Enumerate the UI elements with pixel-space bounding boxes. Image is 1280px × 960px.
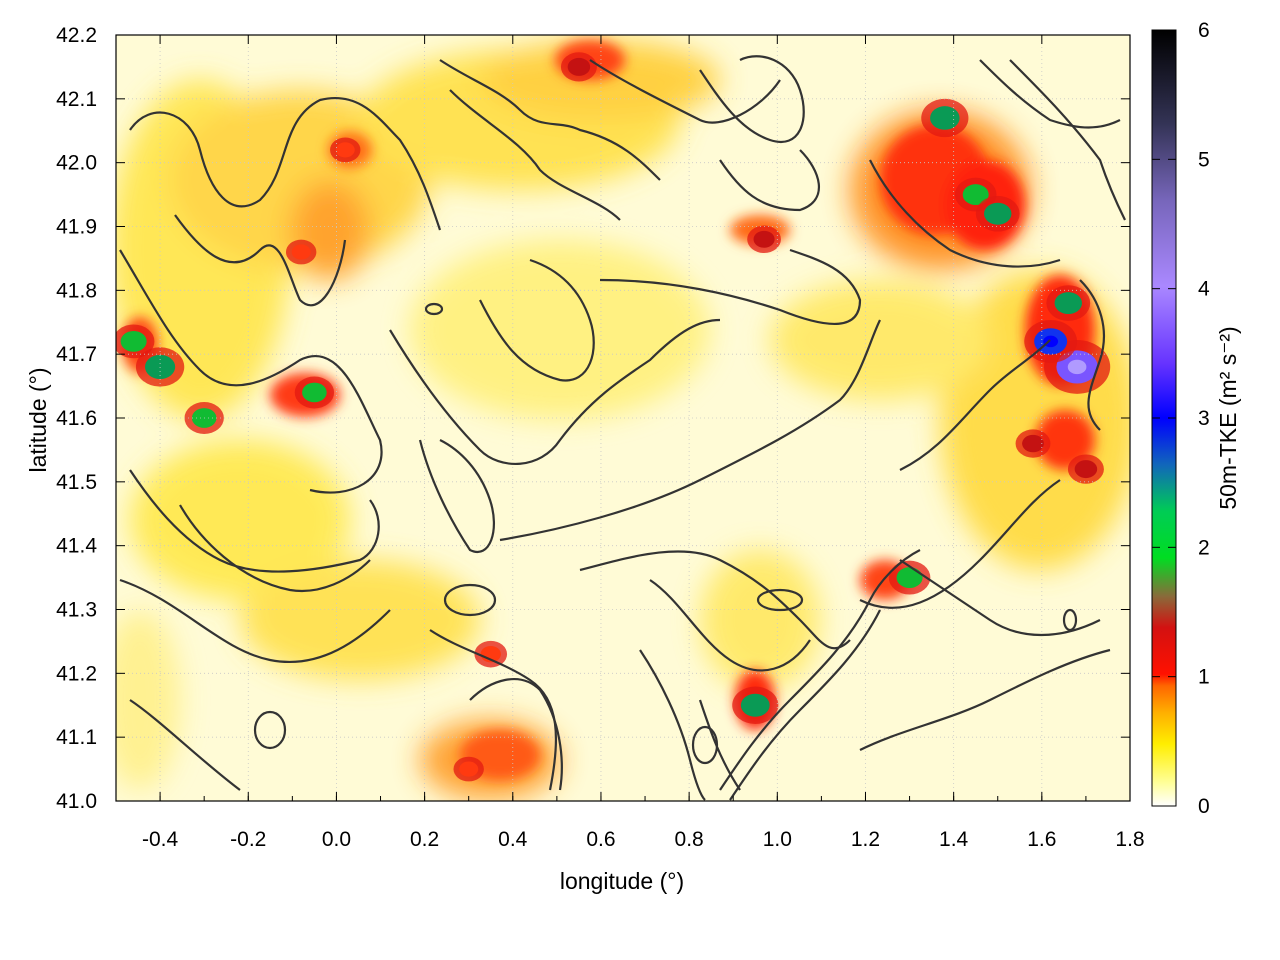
hotspot-core — [567, 57, 591, 76]
y-tick-label: 41.9 — [56, 216, 97, 239]
hotspot-core — [984, 202, 1012, 225]
colorbar-tick-label: 6 — [1198, 19, 1210, 42]
x-tick-label: -0.2 — [230, 828, 266, 851]
hotspot-core — [753, 230, 775, 248]
hotspot-core — [930, 106, 960, 130]
x-tick-label: 1.8 — [1115, 828, 1144, 851]
hotspot-core — [1074, 460, 1098, 479]
y-tick-label: 41.8 — [56, 279, 97, 302]
x-tick-label: -0.4 — [142, 828, 179, 851]
y-tick-label: 42.0 — [56, 152, 97, 175]
x-tick-label: 1.0 — [763, 828, 792, 851]
colorbar-tick-label: 0 — [1198, 795, 1210, 818]
colorbar-axis: 0 1 2 3 4 5 6 — [1152, 19, 1210, 818]
colorbar-title: 50m-TKE (m² s⁻²) — [1215, 326, 1241, 509]
y-tick-label: 41.5 — [56, 471, 97, 494]
x-tick-label: 0.4 — [498, 828, 528, 851]
y-tick-label: 41.1 — [56, 726, 97, 749]
y-tick-label: 41.2 — [56, 662, 97, 685]
hotspot-core — [459, 761, 479, 777]
x-tick-label: 0.0 — [322, 828, 351, 851]
x-tick-label: 1.2 — [851, 828, 880, 851]
hotspot-peak — [1067, 359, 1087, 375]
y-tick-label: 41.0 — [56, 790, 97, 813]
hotspot-core — [896, 567, 923, 588]
y-tick-label: 41.6 — [56, 407, 97, 430]
x-tick-label: 1.6 — [1027, 828, 1056, 851]
x-axis: -0.4 -0.2 0.0 0.2 0.4 0.6 0.8 1.0 1.2 1.4 1.6 1.8 — [115, 35, 1145, 851]
hotspot-core — [1054, 292, 1082, 315]
y-axis: 41.0 41.1 41.2 41.3 41.4 41.5 41.6 41.7 41.8 41.9… — [56, 24, 1130, 813]
hotspot-core — [302, 382, 327, 403]
terrain-contours — [119, 55, 1126, 801]
y-axis-title: latitude (°) — [25, 367, 51, 472]
hotspot-core — [291, 244, 311, 260]
hotspot-core — [740, 693, 770, 717]
colorbar-tick-label: 1 — [1198, 666, 1210, 689]
x-tick-label: 1.4 — [939, 828, 969, 851]
y-tick-label: 41.4 — [56, 535, 97, 558]
grid-lines — [116, 34, 1131, 802]
hotspot-core — [962, 184, 989, 205]
hotspot-core — [144, 354, 176, 380]
colorbar-tick-label: 5 — [1198, 148, 1210, 171]
x-axis-title: longitude (°) — [560, 868, 684, 894]
hotspot-core — [1022, 434, 1044, 453]
y-tick-label: 42.2 — [56, 24, 97, 47]
y-tick-label: 41.7 — [56, 343, 97, 366]
x-tick-label: 0.8 — [675, 828, 704, 851]
colorbar-tick-label: 2 — [1198, 536, 1210, 559]
y-tick-label: 41.3 — [56, 599, 97, 622]
hotspot-core — [120, 331, 147, 352]
colorbar-tick-label: 3 — [1198, 407, 1210, 430]
x-tick-label: 0.2 — [410, 828, 439, 851]
x-tick-label: 0.6 — [586, 828, 615, 851]
hotspot-core — [335, 142, 355, 158]
colorbar-tick-label: 4 — [1198, 278, 1210, 301]
y-tick-label: 42.1 — [56, 88, 97, 111]
